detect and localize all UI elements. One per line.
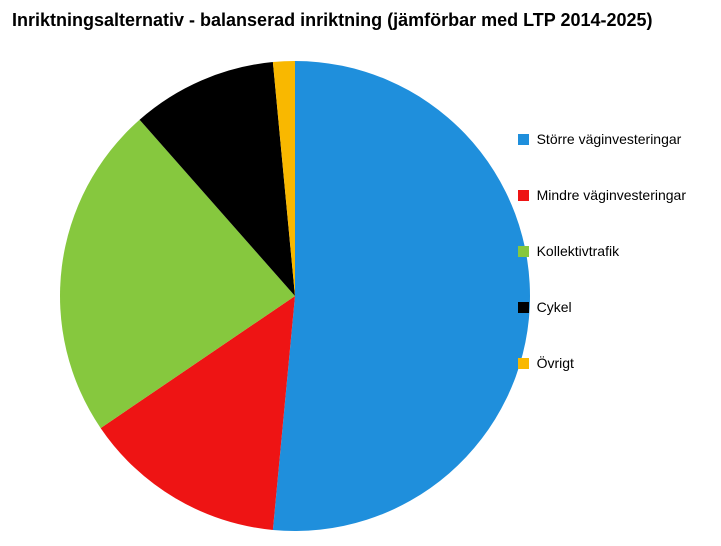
legend-item: Större väginvesteringar xyxy=(518,131,686,147)
legend-label: Större väginvesteringar xyxy=(537,131,682,147)
legend-label: Övrigt xyxy=(537,355,574,371)
legend-marker xyxy=(518,246,529,257)
pie-wrapper xyxy=(30,41,540,546)
legend-item: Kollektivtrafik xyxy=(518,243,686,259)
chart-container: Större väginvesteringar Mindre väginveste… xyxy=(0,31,721,532)
chart-title: Inriktningsalternativ - balanserad inrik… xyxy=(0,0,721,31)
legend-item: Övrigt xyxy=(518,355,686,371)
pie-slice xyxy=(273,61,530,531)
legend-marker xyxy=(518,190,529,201)
pie-chart xyxy=(30,41,540,541)
legend-label: Mindre väginvesteringar xyxy=(537,187,686,203)
legend-marker xyxy=(518,302,529,313)
legend-marker xyxy=(518,358,529,369)
legend-item: Cykel xyxy=(518,299,686,315)
legend-marker xyxy=(518,134,529,145)
legend-label: Kollektivtrafik xyxy=(537,243,619,259)
legend-item: Mindre väginvesteringar xyxy=(518,187,686,203)
legend: Större väginvesteringar Mindre väginveste… xyxy=(518,131,686,371)
legend-label: Cykel xyxy=(537,299,572,315)
